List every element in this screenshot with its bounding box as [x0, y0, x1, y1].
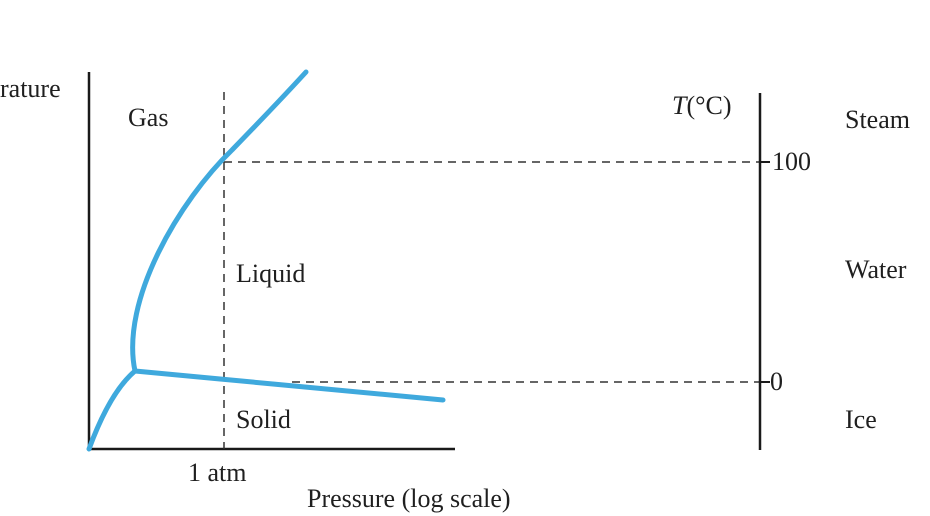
region-label-gas: Gas	[128, 103, 169, 132]
tick-label-0: 0	[770, 367, 783, 396]
pressure-marker-label: 1 atm	[188, 458, 247, 487]
sublimation-curve	[86, 368, 138, 452]
state-label-ice: Ice	[845, 405, 877, 434]
temperature-symbol: T	[672, 91, 687, 120]
tick-label-100: 100	[772, 147, 811, 176]
region-label-liquid: Liquid	[236, 259, 306, 288]
state-label-water: Water	[845, 255, 907, 284]
melting-curve	[132, 368, 446, 403]
vaporization-curve	[130, 69, 309, 374]
y-axis-label: rature	[0, 74, 61, 103]
x-axis-label: Pressure (log scale)	[307, 484, 511, 513]
state-label-steam: Steam	[845, 105, 910, 134]
temperature-unit: (°C)	[686, 91, 732, 120]
region-label-solid: Solid	[236, 405, 291, 434]
temperature-axis-label: T(°C)	[672, 93, 732, 119]
